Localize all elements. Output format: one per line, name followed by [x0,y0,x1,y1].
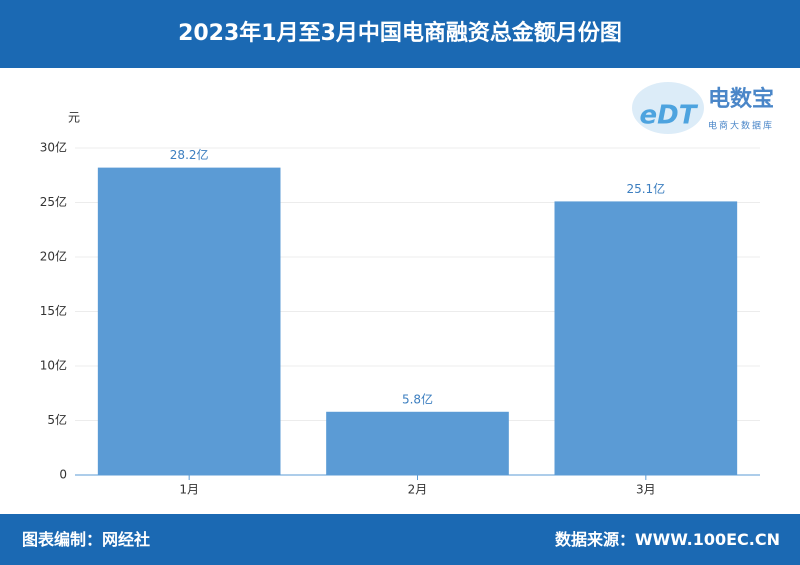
y-tick-label: 5亿 [47,412,67,427]
chart-title: 2023年1月至3月中国电商融资总金额月份图 [0,0,800,68]
logo-name: 电数宝 [708,86,774,112]
logo-mark: eDT [640,101,699,131]
y-tick-label: 25亿 [40,194,67,209]
x-tick-label: 1月 [179,483,199,497]
bar [326,411,509,475]
logo-cloud [632,82,704,134]
y-tick-label: 0 [59,468,67,482]
logo-sub: 电商大数据库 [708,120,774,132]
x-tick-label: 3月 [636,483,656,497]
y-axis-label: 元 [68,111,80,125]
y-tick-label: 30亿 [40,140,67,155]
value-label: 28.2亿 [170,147,209,162]
logo: eDT 电数宝 电商大数据库 [632,82,774,134]
bar [97,167,281,475]
footer: 图表编制：网经社 数据来源：WWW.100EC.CN [0,514,800,565]
y-tick-label: 20亿 [40,249,67,264]
x-tick-label: 2月 [408,483,428,497]
bar [554,201,738,475]
y-tick-label: 10亿 [40,358,67,373]
y-tick-label: 15亿 [40,303,67,318]
footer-right: 数据来源：WWW.100EC.CN [554,530,780,549]
value-label: 25.1亿 [626,181,665,196]
value-label: 5.8亿 [402,391,433,406]
footer-left: 图表编制：网经社 [22,530,151,549]
